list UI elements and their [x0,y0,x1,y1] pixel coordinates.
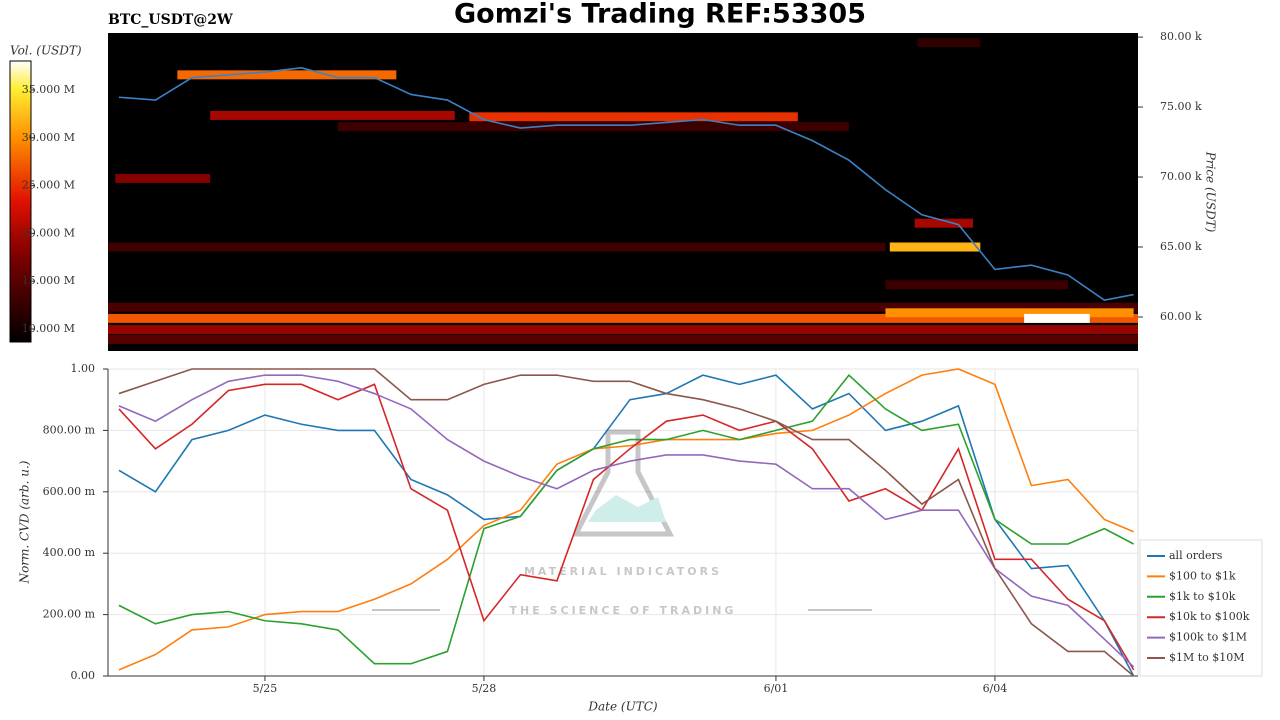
cvd-line [118,374,1135,668]
heat-band [914,218,974,228]
x-tick-label: 5/25 [253,682,278,695]
heat-band [885,280,1068,290]
legend-label: $100k to $1M [1169,631,1247,644]
legend-label: $1M to $10M [1169,651,1245,664]
heatmap-area [108,33,1138,351]
price-axis-label: Price (USDT) [1204,151,1218,233]
cvd-line [118,373,1134,665]
heat-band [1024,313,1090,323]
y-tick-label: 600.00 m [43,485,96,498]
chart-title: Gomzi's Trading REF:53305 [454,0,866,30]
y-tick-label: 800.00 m [43,423,96,436]
x-tick-label: 6/04 [983,682,1008,695]
cvd-line [118,383,1135,671]
y-tick-label: 75.00 k [1160,100,1202,113]
y-tick-label: 70.00 k [1160,170,1202,183]
colorbar-tick-label: 20.000 M [22,226,75,239]
legend-label: $1k to $10k [1169,590,1236,603]
legend-label: $100 to $1k [1169,569,1236,582]
heat-band [108,325,1138,335]
colorbar-tick-label: 30.000 M [22,131,75,144]
heat-band [108,334,1138,344]
y-tick-label: 400.00 m [43,546,96,559]
y-tick-label: 1.00 [71,362,96,375]
colorbar-tick-label: 15.000 M [22,274,75,287]
y-tick-label: 60.00 k [1160,310,1202,323]
y-axis-label: Norm. CVD (arb. u.) [18,460,32,584]
legend-label: all orders [1169,549,1223,562]
heat-band [115,173,211,183]
heat-band [889,242,981,252]
price-line [118,67,1134,302]
heat-band [885,308,1134,318]
heat-band [917,38,981,48]
cvd-line [118,374,1135,677]
heat-band [177,70,397,80]
legend [1139,539,1263,677]
y-tick-label: 200.00 m [43,608,96,621]
x-tick-label: 5/28 [472,682,497,695]
heat-band [108,302,1138,312]
x-axis-label: Date (UTC) [587,700,657,714]
y-tick-label: 65.00 k [1160,240,1202,253]
y-tick-label: 80.00 k [1160,30,1202,43]
colorbar-label: Vol. (USDT) [10,44,82,58]
watermark-subtext: THE SCIENCE OF TRADING [510,604,737,617]
heat-band [469,112,798,122]
legend-label: $10k to $100k [1169,610,1250,623]
y-tick-label: 0.00 [71,669,96,682]
x-tick-label: 6/01 [764,682,789,695]
heat-band [108,242,886,252]
symbol-label: BTC_USDT@2W [108,12,233,28]
colorbar-tick-label: 25.000 M [22,179,75,192]
watermark-text: MATERIAL INDICATORS [524,565,722,578]
cvd-line [118,368,1134,671]
watermark-liquid [588,495,666,522]
cvd-line [118,368,1135,677]
colorbar [9,60,32,343]
colorbar-tick-label: 35.000 M [22,83,75,96]
heat-band [337,122,849,132]
watermark-flask [571,429,675,537]
colorbar-tick-label: 10.000 M [22,322,75,335]
heat-band [108,313,1138,323]
watermark [372,429,872,611]
heat-band [210,110,455,120]
